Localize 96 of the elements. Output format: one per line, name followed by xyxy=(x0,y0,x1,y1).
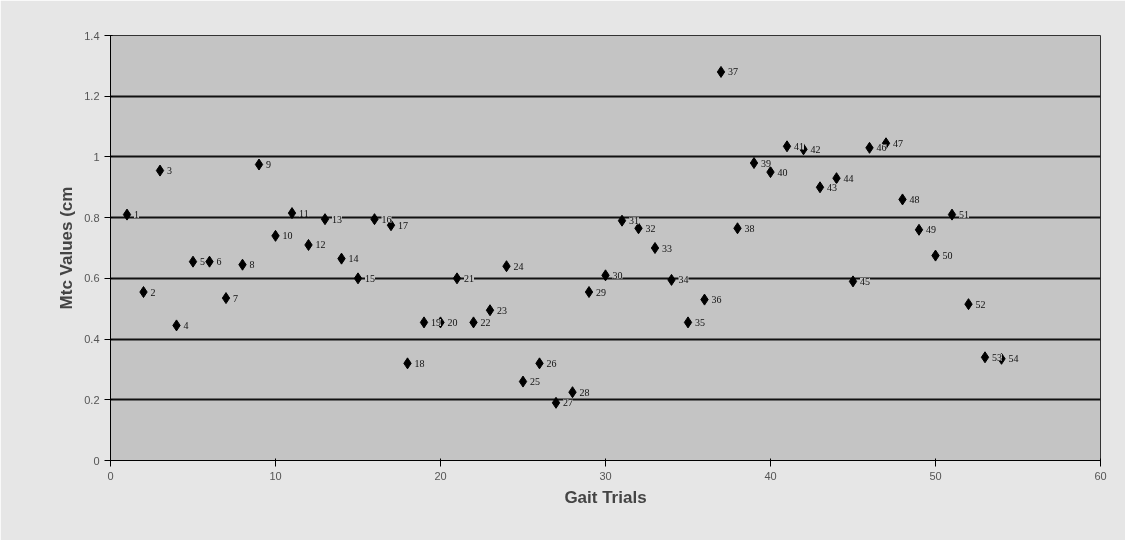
annotation: 23 xyxy=(497,304,507,316)
y-tick-label: 0 xyxy=(93,454,100,467)
annotation: 24 xyxy=(513,260,524,272)
point xyxy=(221,292,231,305)
y-tick-label: 0.4 xyxy=(84,333,100,346)
annotation: 18 xyxy=(414,357,425,369)
annotation: 21 xyxy=(464,272,474,284)
point xyxy=(518,375,528,388)
annotation: 50 xyxy=(942,250,953,262)
x-tick-label: 40 xyxy=(764,469,777,482)
x-tick-label: 30 xyxy=(599,469,612,482)
annotation: 6 xyxy=(216,256,222,268)
point xyxy=(980,351,990,364)
annotation: 26 xyxy=(546,357,557,369)
annotation: 10 xyxy=(282,230,293,242)
annotation: 46 xyxy=(876,142,887,154)
point xyxy=(485,304,495,317)
annotation: 19 xyxy=(431,316,441,328)
annotation: 20 xyxy=(447,316,458,328)
annotation: 39 xyxy=(761,157,771,169)
point xyxy=(419,316,429,329)
annotation: 47 xyxy=(893,137,903,149)
point xyxy=(749,157,759,169)
point xyxy=(254,158,264,171)
annotation: 8 xyxy=(249,259,255,271)
annotation: 29 xyxy=(596,286,606,298)
annotation: 45 xyxy=(860,275,870,287)
annotation: 4 xyxy=(183,319,189,331)
point xyxy=(683,316,693,329)
y-tick-label: 1.2 xyxy=(84,90,100,103)
annotation: 49 xyxy=(926,224,936,236)
y-tick-label: 0.6 xyxy=(84,272,100,285)
point xyxy=(782,140,792,153)
point xyxy=(650,242,660,254)
point xyxy=(815,181,825,194)
x-axis-title: Gait Trials xyxy=(564,487,647,507)
point xyxy=(452,272,462,285)
annotation: 14 xyxy=(348,253,359,265)
annotation: 34 xyxy=(678,274,689,286)
y-tick-label: 1.4 xyxy=(84,29,100,42)
annotation: 38 xyxy=(744,222,755,234)
annotation: 41 xyxy=(794,140,804,152)
point xyxy=(617,214,627,227)
annotation: 5 xyxy=(200,256,205,268)
annotation: 7 xyxy=(233,292,238,304)
x-tick-label: 10 xyxy=(269,469,282,482)
annotation: 31 xyxy=(629,215,639,227)
annotation: 22 xyxy=(480,316,491,328)
annotation: 9 xyxy=(266,159,271,171)
point xyxy=(947,208,957,221)
annotation: 1 xyxy=(134,209,139,221)
annotation: 54 xyxy=(1008,353,1019,365)
point xyxy=(353,272,363,285)
annotation: 32 xyxy=(645,222,656,234)
annotation: 52 xyxy=(975,298,986,310)
x-tick-label: 20 xyxy=(434,469,447,482)
point xyxy=(848,275,858,288)
annotation: 51 xyxy=(959,209,969,221)
y-tick-label: 1 xyxy=(93,150,100,163)
annotation: 36 xyxy=(711,294,722,306)
annotation: 27 xyxy=(563,397,573,409)
x-tick-label: 0 xyxy=(107,469,114,482)
annotation: 13 xyxy=(332,213,342,225)
annotation: 44 xyxy=(843,172,854,184)
x-tick-label: 50 xyxy=(929,469,942,482)
annotation: 12 xyxy=(315,239,326,251)
annotation: 40 xyxy=(777,166,788,178)
annotation: 35 xyxy=(695,316,705,328)
point xyxy=(320,213,330,226)
point xyxy=(287,207,297,220)
annotation: 37 xyxy=(728,66,738,78)
annotation: 33 xyxy=(662,242,672,254)
y-tick-label: 0.2 xyxy=(84,393,100,406)
y-tick-label: 0.8 xyxy=(84,211,100,224)
annotation: 53 xyxy=(992,351,1002,363)
point xyxy=(716,65,726,78)
annotation: 2 xyxy=(150,286,156,298)
point xyxy=(584,286,594,299)
point xyxy=(914,223,924,236)
x-tick-label: 60 xyxy=(1094,469,1107,482)
annotation: 43 xyxy=(827,181,837,193)
annotation: 11 xyxy=(299,207,309,219)
y-axis-title: Mtc Values (cm xyxy=(57,186,77,310)
point xyxy=(155,164,165,177)
point xyxy=(188,255,198,268)
annotation: 48 xyxy=(909,193,920,205)
point xyxy=(122,208,132,221)
annotation: 30 xyxy=(612,269,623,281)
annotation: 17 xyxy=(398,219,408,231)
annotation: 25 xyxy=(530,376,540,388)
annotation: 16 xyxy=(381,213,392,225)
annotation: 15 xyxy=(365,272,375,284)
annotation: 3 xyxy=(167,165,172,177)
annotation: 28 xyxy=(579,386,590,398)
annotation: 42 xyxy=(810,143,821,155)
point xyxy=(551,396,561,409)
